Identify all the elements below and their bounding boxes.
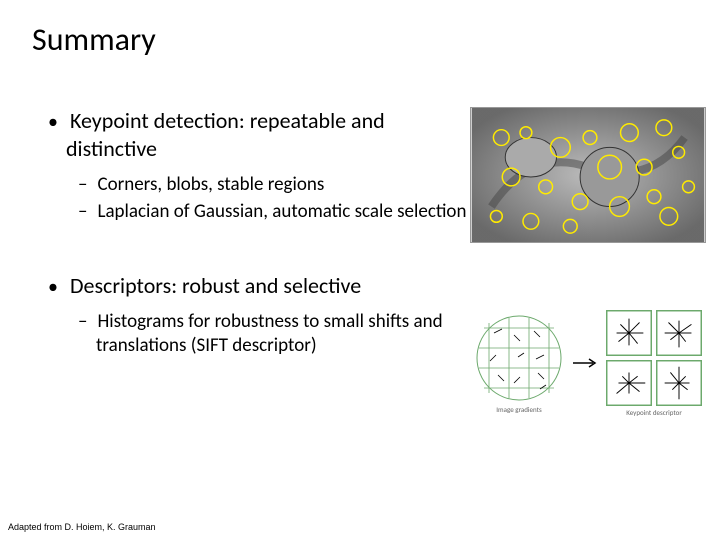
sift-cell-icon (606, 360, 652, 406)
sift-right-caption: Keypoint descriptor (626, 408, 682, 417)
sift-cell-icon (606, 310, 652, 356)
sift-gradients-icon (474, 313, 564, 403)
spacer (40, 228, 470, 272)
bullet-keypoint-detection: Keypoint detection: repeatable and disti… (40, 107, 470, 163)
content-area: Keypoint detection: repeatable and disti… (0, 107, 720, 418)
attribution-footer: Adapted from D. Hoiem, K. Grauman (8, 522, 156, 532)
sift-cell-icon (656, 310, 702, 356)
sift-left: Image gradients (474, 313, 564, 414)
slide-title: Summary (0, 20, 720, 59)
figure-keypoints (470, 107, 710, 248)
bullet-descriptors: Descriptors: robust and selective (40, 272, 470, 300)
subbullet-corners: Corners, blobs, stable regions (40, 173, 470, 197)
slide: Summary Keypoint detection: repeatable a… (0, 0, 720, 540)
sift-cell-icon (656, 360, 702, 406)
text-column: Keypoint detection: repeatable and disti… (40, 107, 470, 418)
sift-descriptor-grid (606, 310, 702, 406)
subbullet-laplacian: Laplacian of Gaussian, automatic scale s… (40, 200, 470, 224)
arrow-right-icon (571, 356, 599, 370)
keypoint-image-icon (470, 107, 706, 243)
image-column: Image gradients (470, 107, 710, 418)
sift-right: Keypoint descriptor (606, 310, 702, 417)
sift-left-caption: Image gradients (496, 405, 541, 414)
subbullet-histograms: Histograms for robustness to small shift… (40, 310, 470, 358)
figure-sift: Image gradients (470, 308, 706, 418)
